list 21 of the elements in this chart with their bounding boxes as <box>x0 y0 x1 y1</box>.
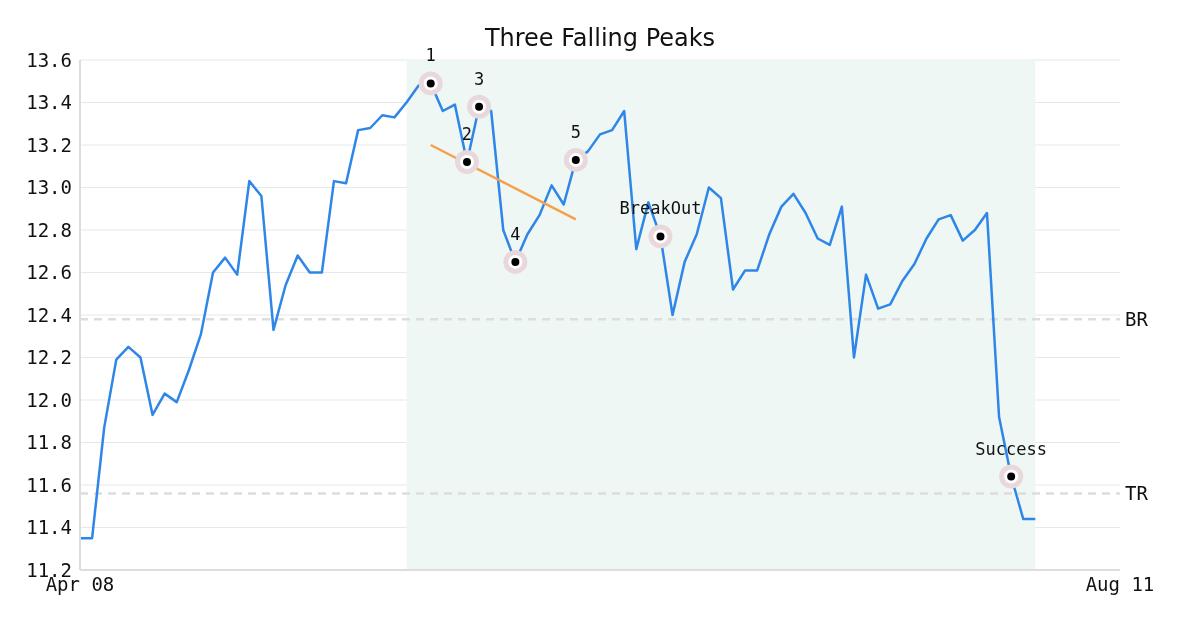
y-tick-label: 11.6 <box>26 473 72 496</box>
x-tick-label: Aug 11 <box>1085 573 1155 596</box>
y-tick-label: 11.4 <box>26 516 72 539</box>
annotation: 2 <box>461 124 473 144</box>
y-tick-label: 12.4 <box>26 303 72 326</box>
ref-line-label: BR <box>1125 307 1149 330</box>
y-tick-label: 13.4 <box>26 91 72 114</box>
y-tick-label: 12.8 <box>26 218 72 241</box>
ref-line-label: TR <box>1125 482 1149 505</box>
y-tick-label: 12.0 <box>26 388 72 411</box>
annotation: 4 <box>510 223 521 244</box>
y-tick-label: 11.8 <box>26 431 72 454</box>
annotation: 5 <box>570 121 581 142</box>
annotation: 3 <box>473 68 485 89</box>
y-tick-label: 13.2 <box>26 133 72 156</box>
y-tick-label: 12.2 <box>26 346 72 369</box>
y-tick-label: 13.6 <box>26 48 72 71</box>
annotation: 1 <box>425 45 436 66</box>
y-tick-label: 12.6 <box>26 261 72 284</box>
y-tick-label: 13.0 <box>26 176 72 199</box>
chart-title: Three Falling Peaks <box>484 24 716 52</box>
